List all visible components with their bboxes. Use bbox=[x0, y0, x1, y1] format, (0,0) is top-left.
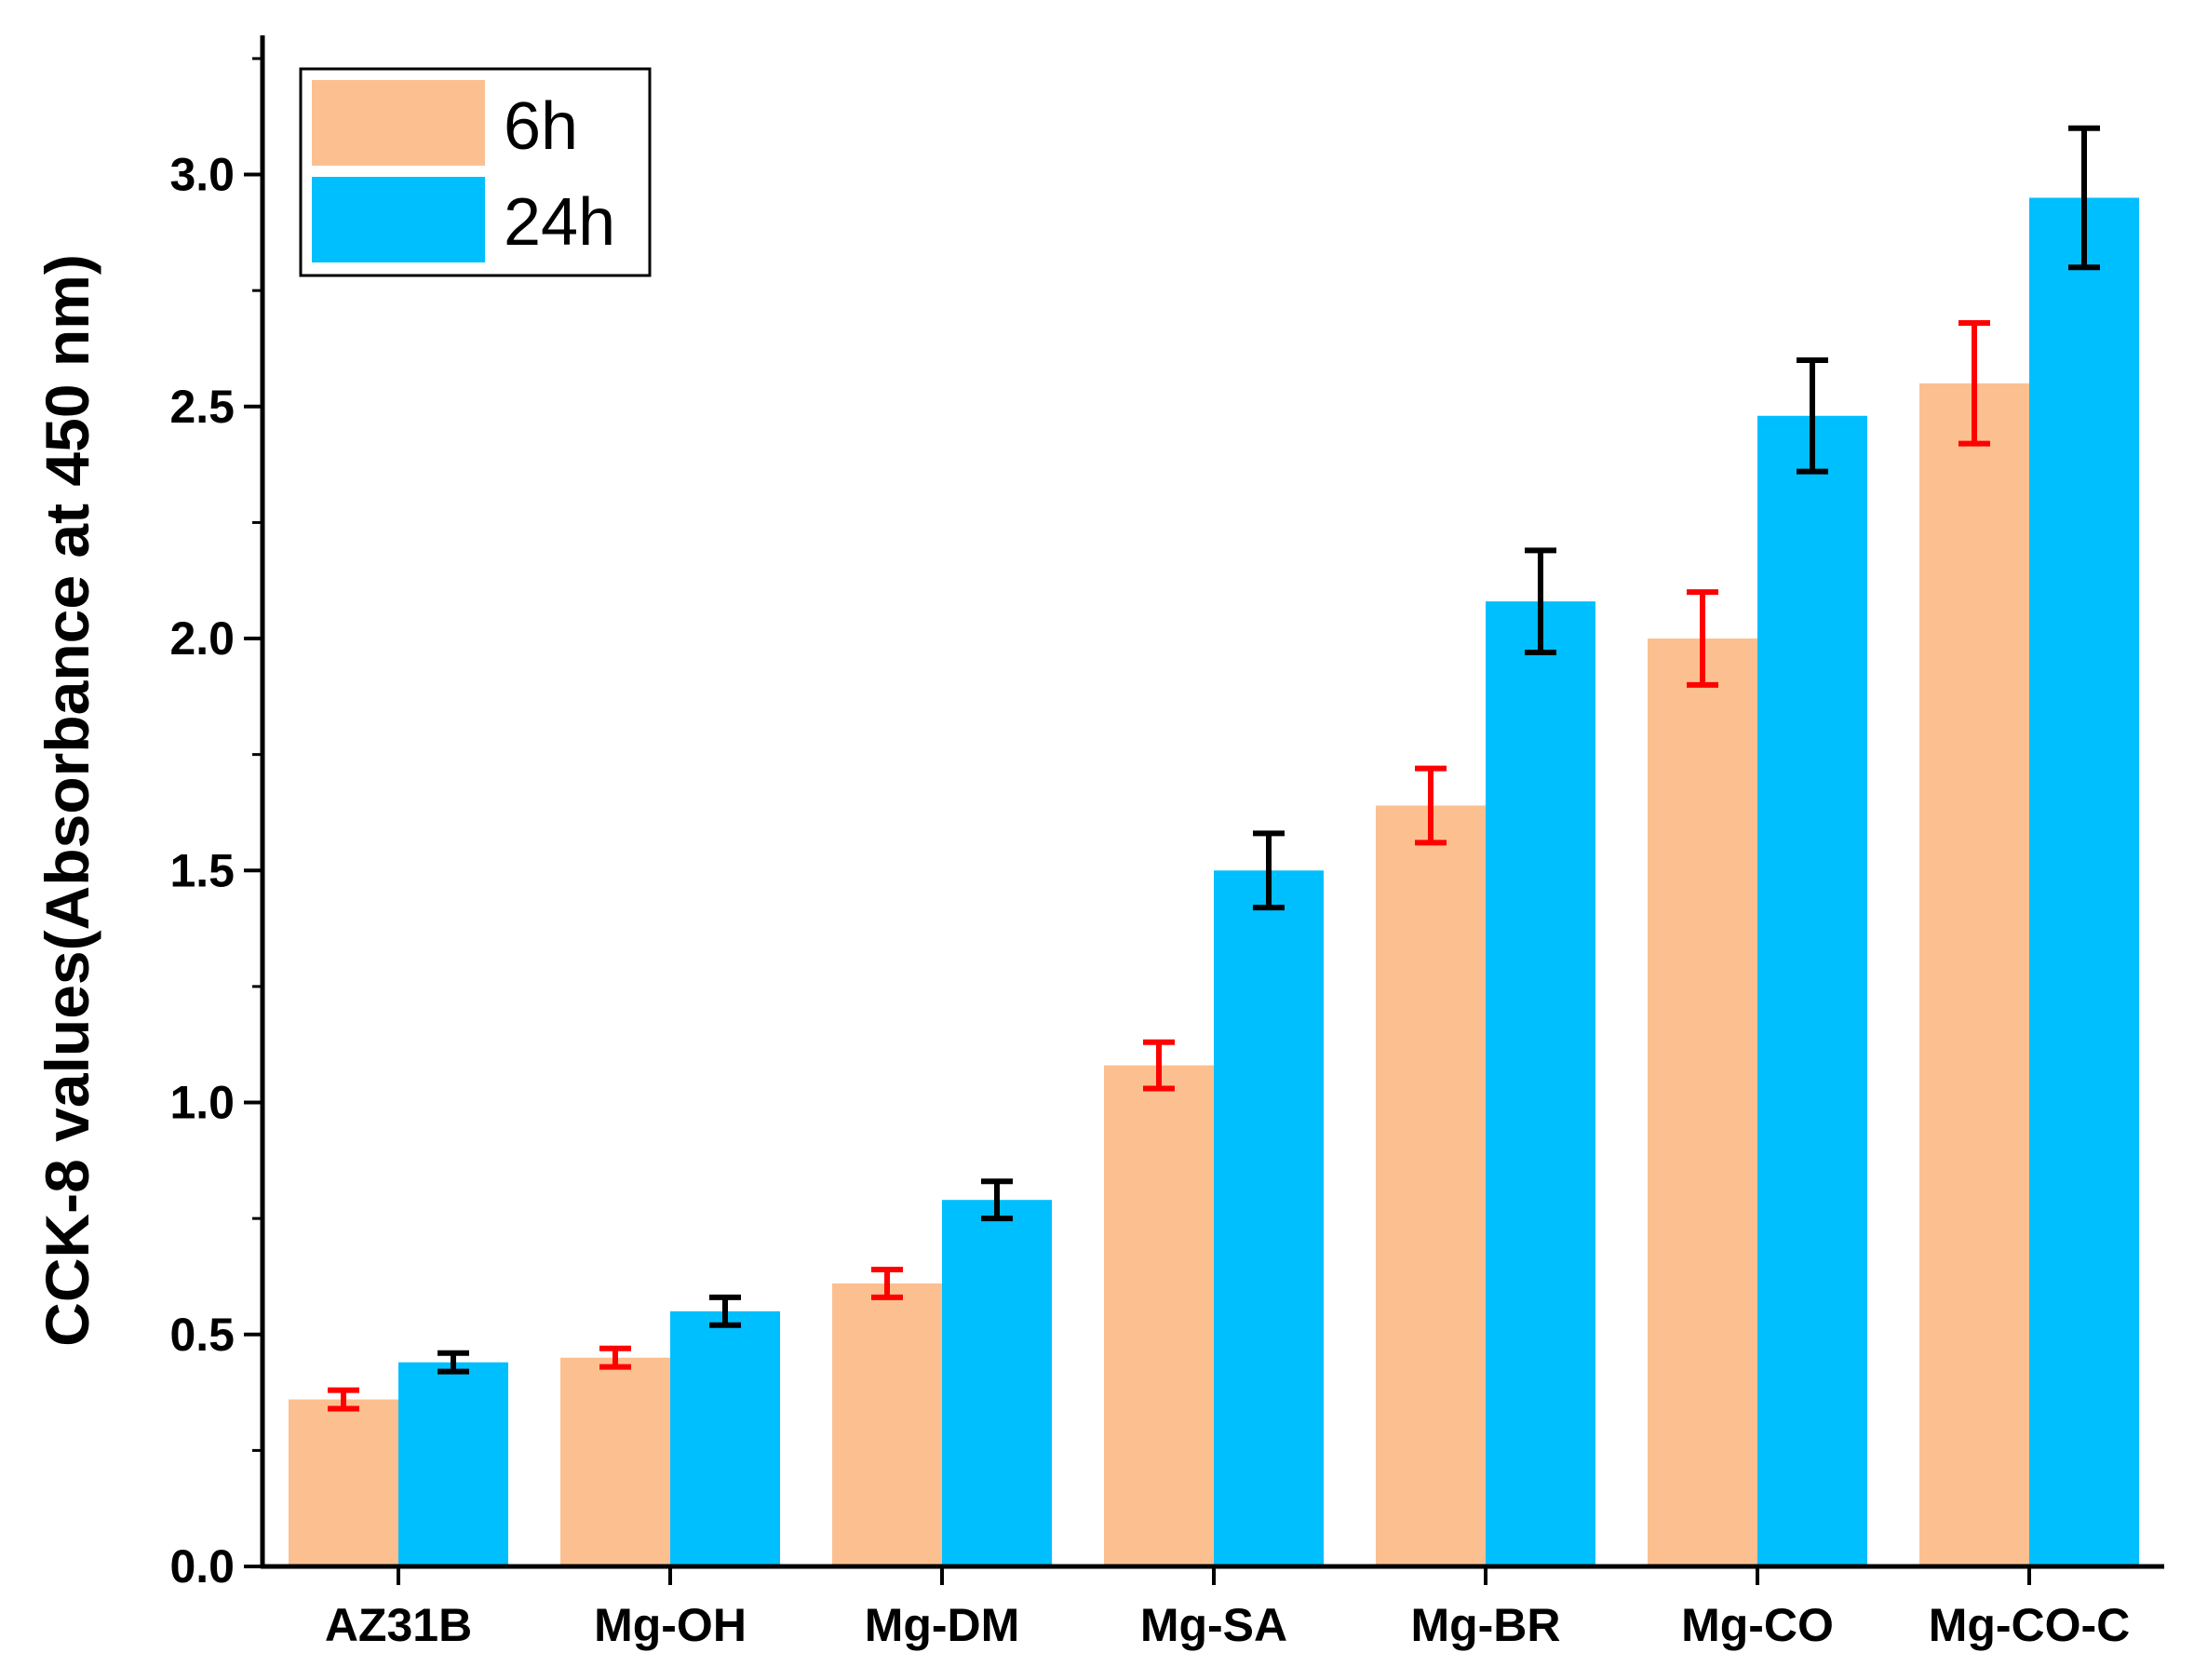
error-bar-mg-co-c-24h bbox=[2068, 125, 2100, 271]
bar-mg-br-24h bbox=[1486, 601, 1595, 1566]
x-tick-label-mg-dm: Mg-DM bbox=[865, 1599, 1020, 1651]
y-tick-label-3.0: 3.0 bbox=[169, 149, 235, 201]
axes-layer bbox=[244, 35, 2164, 1585]
bar-mg-co-24h bbox=[1757, 415, 1867, 1566]
bar-mg-dm-24h bbox=[942, 1200, 1052, 1566]
y-tick-label-0.5: 0.5 bbox=[169, 1309, 235, 1361]
legend-label-6h: 6h bbox=[504, 89, 578, 164]
error-bar-mg-oh-24h bbox=[709, 1294, 741, 1328]
error-bar-mg-co-24h bbox=[1797, 356, 1828, 475]
error-bar-mg-br-6h bbox=[1415, 765, 1447, 846]
x-tick-label-az31b: AZ31B bbox=[325, 1599, 472, 1651]
error-bar-mg-oh-6h bbox=[599, 1345, 631, 1370]
error-bar-mg-br-24h bbox=[1525, 547, 1556, 655]
y-tick-label-1.5: 1.5 bbox=[169, 844, 235, 896]
y-tick-label-2.0: 2.0 bbox=[169, 612, 235, 665]
x-tick-label-mg-oh: Mg-OH bbox=[594, 1599, 747, 1651]
y-axis-title: CCK-8 values(Absorbance at 450 nm) bbox=[33, 254, 101, 1347]
y-tick-label-0.0: 0.0 bbox=[169, 1540, 235, 1593]
bars-layer bbox=[289, 197, 2139, 1566]
bar-mg-oh-24h bbox=[670, 1310, 780, 1566]
bar-mg-co-6h bbox=[1648, 638, 1757, 1566]
bar-mg-sa-24h bbox=[1214, 870, 1324, 1566]
error-bar-az31b-6h bbox=[328, 1387, 359, 1412]
error-bar-az31b-24h bbox=[437, 1350, 469, 1375]
error-bar-mg-sa-24h bbox=[1253, 830, 1285, 911]
error-bars-layer bbox=[328, 125, 2100, 1412]
x-tick-label-mg-br: Mg-BR bbox=[1410, 1599, 1560, 1651]
bar-az31b-6h bbox=[289, 1399, 398, 1566]
legend-swatch-6h bbox=[312, 80, 485, 166]
bar-mg-dm-6h bbox=[832, 1283, 942, 1566]
error-bar-mg-dm-6h bbox=[871, 1266, 903, 1300]
x-tick-label-mg-co: Mg-CO bbox=[1681, 1599, 1834, 1651]
bar-mg-co-c-6h bbox=[1919, 383, 2029, 1566]
error-bar-mg-dm-24h bbox=[981, 1178, 1013, 1222]
legend-swatch-24h bbox=[312, 177, 485, 262]
error-bar-mg-sa-6h bbox=[1143, 1039, 1175, 1092]
y-tick-label-2.5: 2.5 bbox=[169, 381, 235, 433]
bar-mg-oh-6h bbox=[560, 1357, 670, 1566]
bar-az31b-24h bbox=[398, 1362, 508, 1566]
tick-labels-layer: AZ31B Mg-OH Mg-DM Mg-SA Mg-BR Mg-CO Mg-CO-C 0.0… bbox=[169, 149, 2130, 1651]
legend-label-24h: 24h bbox=[504, 185, 615, 260]
y-tick-label-1.0: 1.0 bbox=[169, 1077, 235, 1129]
x-tick-label-mg-co-c: Mg-CO-C bbox=[1929, 1599, 2131, 1651]
error-bar-mg-co-6h bbox=[1687, 589, 1718, 688]
error-bar-mg-co-c-6h bbox=[1958, 320, 1990, 447]
bar-mg-br-6h bbox=[1376, 805, 1486, 1566]
x-tick-label-mg-sa: Mg-SA bbox=[1140, 1599, 1287, 1651]
bar-mg-sa-6h bbox=[1104, 1065, 1214, 1566]
legend: 6h 24h bbox=[299, 67, 652, 277]
bar-mg-co-c-24h bbox=[2029, 197, 2139, 1566]
